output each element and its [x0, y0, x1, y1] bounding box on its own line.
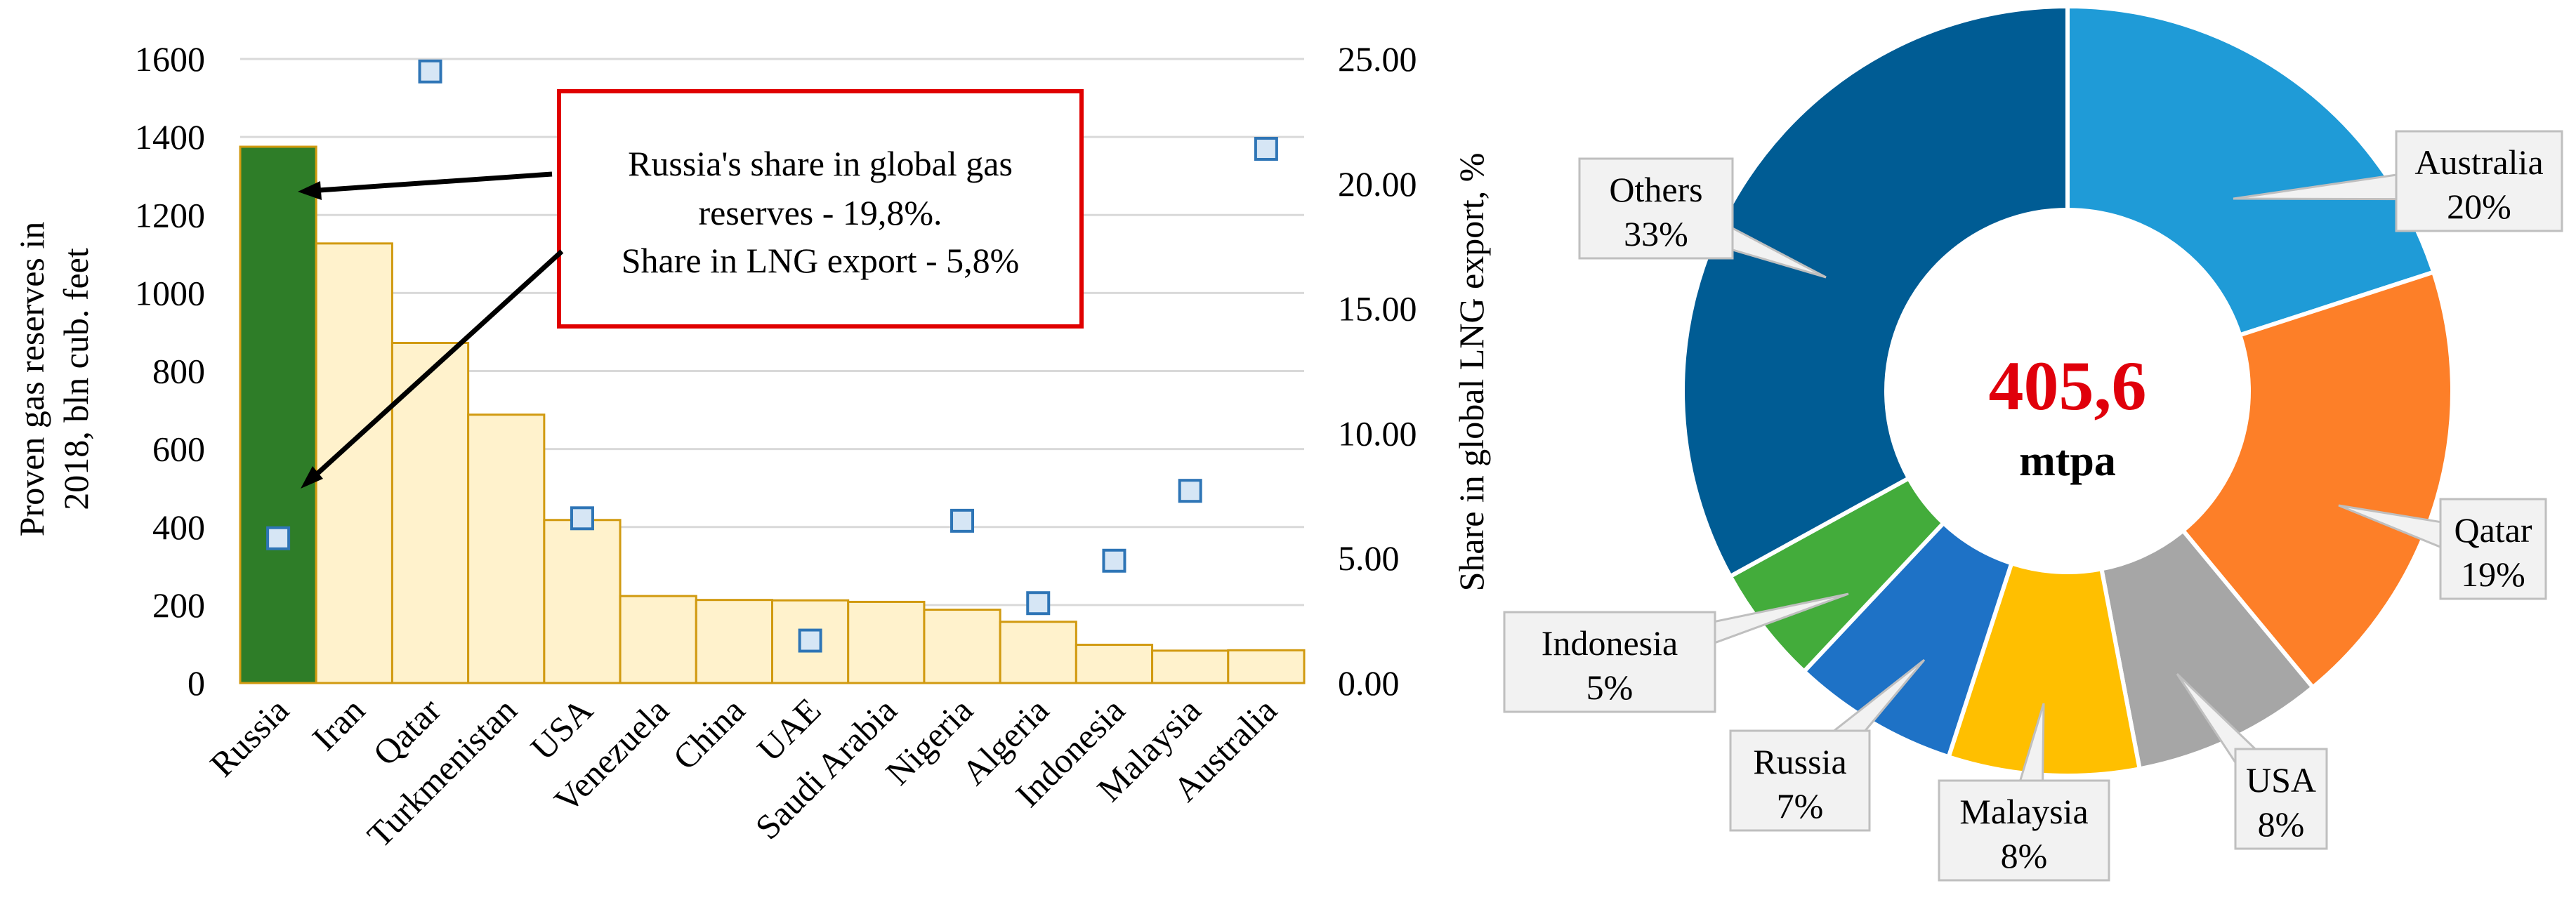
- annotation-line2: reserves - 19,8%.: [698, 193, 942, 232]
- annotation-arrowhead-1: [298, 181, 322, 200]
- slice-label-pct: 7%: [1777, 786, 1824, 826]
- marker-malaysia: [1178, 479, 1202, 503]
- marker-qatar: [418, 59, 442, 84]
- bar-china: [695, 599, 773, 684]
- y-tick-label: 0: [188, 663, 205, 703]
- bar-saudi-arabia: [847, 600, 926, 684]
- slice-label-name: Russia: [1753, 742, 1846, 781]
- center-total-unit: mtpa: [2019, 437, 2116, 485]
- slice-label-name: USA: [2246, 760, 2316, 800]
- marker-nigeria: [950, 508, 975, 533]
- y-tick-label: 1200: [135, 195, 205, 234]
- slice-label-pct: 20%: [2447, 187, 2511, 226]
- bar-indonesia: [1075, 644, 1154, 684]
- slice-label-pct: 19%: [2461, 555, 2525, 594]
- x-tick-label: Saudi Arabia: [747, 690, 904, 847]
- y2-axis-title: Share in global LNG export, %: [1452, 153, 1491, 592]
- y2-tick-label: 20.00: [1338, 164, 1417, 204]
- annotation-line1: Russia's share in global gas: [628, 144, 1013, 183]
- callout-box: [1503, 611, 1716, 713]
- donut-chart: Australia20%Qatar19%USA8%Malaysia8%Russi…: [1503, 4, 2563, 882]
- bar-australia: [1227, 649, 1306, 684]
- bar-venezuela: [619, 595, 697, 684]
- callout-box: [2395, 130, 2563, 232]
- y2-axis-ticks: 0.00 5.00 10.00 15.00 20.00 25.00: [1338, 39, 1417, 703]
- slice-label-pct: 8%: [2258, 804, 2305, 844]
- callout-box: [1578, 157, 1734, 260]
- slice-label-name: Australia: [2414, 143, 2543, 182]
- slice-labels: Australia20%Qatar19%USA8%Malaysia8%Russi…: [1503, 130, 2563, 882]
- donut-slices: [1681, 4, 2455, 778]
- y-axis-ticks: 0 200 400 600 800 1000 1200 1400 1600: [135, 39, 205, 703]
- marker-indonesia: [1102, 548, 1126, 573]
- x-tick-label: Russia: [202, 690, 296, 784]
- marker-russia: [266, 526, 291, 550]
- annotation-box: [557, 89, 1084, 329]
- marker-algeria: [1026, 591, 1051, 616]
- callout-box: [1729, 729, 1871, 832]
- slice-label-pct: 5%: [1586, 668, 1634, 707]
- y-tick-label: 400: [152, 508, 205, 547]
- bar-chart: 0 200 400 600 800 1000 1200 1400 1600 0.00 5.00 10…: [12, 39, 1491, 855]
- bar-qatar: [390, 341, 470, 684]
- annotation-arrow-2: [311, 249, 564, 479]
- slice-label-pct: 8%: [2001, 836, 2048, 875]
- callout-box: [2439, 498, 2547, 600]
- annotation-arrowhead-2: [301, 466, 323, 489]
- bar-algeria: [999, 621, 1077, 684]
- y-tick-label: 1000: [135, 273, 205, 312]
- y-tick-label: 1600: [135, 39, 205, 79]
- slice-label-pct: 33%: [1624, 214, 1688, 253]
- slice-label-name: Others: [1609, 170, 1702, 209]
- marker-uae: [798, 628, 822, 653]
- y2-tick-label: 5.00: [1338, 538, 1400, 578]
- slice-label-name: Malaysia: [1959, 792, 2088, 831]
- annotation: Russia's share in global gas reserves - …: [298, 89, 1084, 489]
- bar-malaysia: [1151, 649, 1230, 684]
- y-tick-label: 600: [152, 430, 205, 469]
- x-tick-label: Nigeria: [878, 690, 980, 793]
- x-tick-label: Iran: [305, 690, 373, 758]
- y-tick-label: 800: [152, 352, 205, 391]
- center-total-value: 405,6: [1989, 347, 2147, 425]
- annotation-arrow-1: [308, 171, 553, 194]
- marker-usa: [570, 506, 594, 531]
- y2-tick-label: 0.00: [1338, 663, 1400, 703]
- donut-hole: [1886, 210, 2249, 572]
- x-tick-label: China: [665, 690, 752, 777]
- callout-box: [1938, 779, 2110, 882]
- bar-nigeria: [923, 609, 1001, 684]
- y2-tick-label: 10.00: [1338, 413, 1417, 453]
- lng-share-series: [266, 59, 1278, 653]
- slice-label-name: Indonesia: [1542, 623, 1678, 663]
- bar-russia: [239, 145, 317, 684]
- y-tick-label: 200: [152, 585, 205, 625]
- bar-usa: [543, 519, 622, 684]
- y-axis-title-line2: 2018, bln cub. feet: [56, 248, 96, 510]
- y-axis-title-line1: Proven gas reserves in: [12, 222, 51, 537]
- y-tick-label: 1400: [135, 117, 205, 157]
- slice-label-name: Qatar: [2454, 510, 2532, 550]
- annotation-line3: Share in LNG export - 5,8%: [622, 241, 1020, 280]
- y2-tick-label: 25.00: [1338, 39, 1417, 79]
- category-labels: Russia IranQatarTurkmenistanUSAVenezuelaC…: [202, 690, 1284, 855]
- marker-australia: [1254, 137, 1278, 161]
- y2-tick-label: 15.00: [1338, 289, 1417, 329]
- bar-turkmenistan: [467, 413, 546, 684]
- callout-box: [2234, 748, 2328, 850]
